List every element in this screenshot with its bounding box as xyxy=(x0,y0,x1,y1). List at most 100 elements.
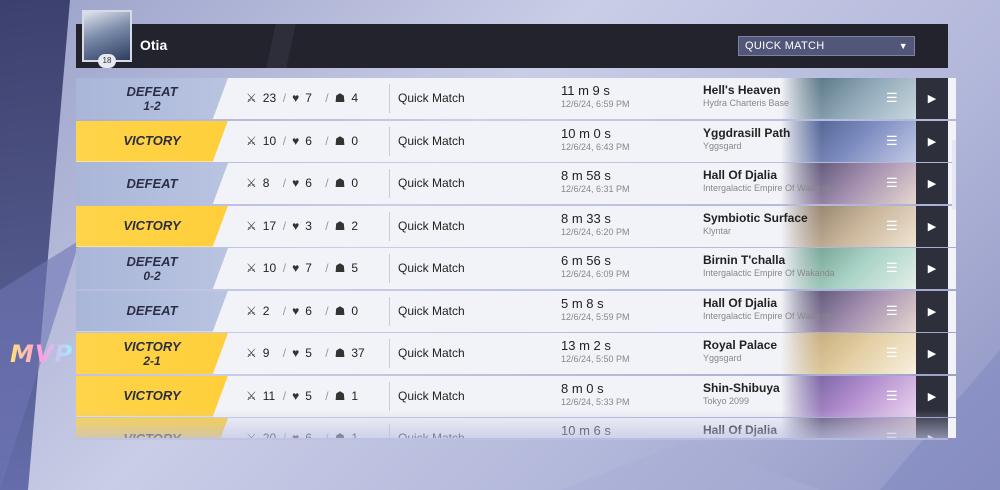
map-name: Shin-Shibuya xyxy=(703,380,780,395)
match-timestamp: 12/6/24, 5:50 PM xyxy=(561,354,630,364)
kda-stats: ⚔ 9 / ♥ 5 / ☗ 37 xyxy=(246,346,365,360)
map-thumbnail xyxy=(781,163,916,204)
list-icon[interactable]: ☰ xyxy=(886,175,898,190)
kills-value: 11 xyxy=(262,388,276,403)
divider xyxy=(389,169,390,198)
match-timestamp: 12/6/24, 6:43 PM xyxy=(561,141,630,152)
map-thumbnail xyxy=(781,248,916,289)
avatar[interactable]: 18 xyxy=(82,10,132,68)
match-duration: 8 m 33 s xyxy=(561,210,611,226)
kills-value: 8 xyxy=(262,176,270,190)
match-row[interactable]: DEFEAT 0-2 ⚔ 10 / ♥ 7 / ☗ 5 Quick Match … xyxy=(76,248,956,289)
duration-block: 13 m 2 s 12/6/24, 5:50 PM xyxy=(561,338,630,364)
divider xyxy=(389,211,390,241)
match-mode: Quick Match xyxy=(398,91,465,105)
helmet-icon: ☗ xyxy=(334,176,346,190)
broken-heart-icon: ♥ xyxy=(292,176,300,190)
deaths-value: 5 xyxy=(305,388,312,403)
map-region: Yggsgard xyxy=(703,353,742,363)
chevron-down-icon: ▼ xyxy=(898,41,908,51)
map-block: Royal Palace Yggsgard xyxy=(703,338,777,363)
separator: / xyxy=(325,346,329,360)
assists-value: 4 xyxy=(351,91,359,105)
map-region: Yggsgard xyxy=(703,140,742,151)
result-label: VICTORY xyxy=(123,133,181,148)
swords-icon: ⚔ xyxy=(246,91,257,105)
match-row[interactable]: VICTORY 2-1 ⚔ 9 / ♥ 5 / ☗ 37 Quick Match… xyxy=(76,333,956,374)
match-mode: Quick Match xyxy=(398,133,465,148)
list-icon[interactable]: ☰ xyxy=(886,260,898,275)
list-icon[interactable]: ☰ xyxy=(886,387,898,403)
match-mode: Quick Match xyxy=(398,261,465,275)
result-score: 1-2 xyxy=(143,98,161,113)
match-row[interactable]: VICTORY ⚔ 17 / ♥ 3 / ☗ 2 Quick Match 8 m… xyxy=(76,205,956,247)
separator: / xyxy=(282,303,287,318)
divider xyxy=(389,254,390,283)
result-label: DEFEAT xyxy=(126,175,178,191)
helmet-icon: ☗ xyxy=(334,303,346,318)
swords-icon: ⚔ xyxy=(246,261,257,275)
kills-value: 10 xyxy=(262,133,277,148)
match-mode: Quick Match xyxy=(398,218,465,233)
play-icon[interactable]: ▶ xyxy=(916,248,948,289)
divider xyxy=(389,339,390,368)
result-banner: VICTORY xyxy=(76,205,228,247)
play-icon[interactable]: ▶ xyxy=(916,205,948,247)
list-icon[interactable]: ☰ xyxy=(886,302,898,318)
play-icon[interactable]: ▶ xyxy=(916,333,948,374)
assists-value: 2 xyxy=(351,218,359,233)
scrollbar[interactable] xyxy=(952,140,956,210)
map-thumbnail xyxy=(781,205,916,247)
assists-value: 0 xyxy=(351,303,359,318)
kda-stats: ⚔ 2 / ♥ 6 / ☗ 0 xyxy=(246,304,365,318)
assists-value: 37 xyxy=(351,346,365,360)
divider xyxy=(389,296,390,326)
divider xyxy=(389,381,390,411)
list-icon[interactable]: ☰ xyxy=(886,90,898,105)
map-region: Klyntar xyxy=(703,225,732,236)
play-icon[interactable]: ▶ xyxy=(916,120,948,162)
play-icon[interactable]: ▶ xyxy=(916,375,948,417)
match-row[interactable]: VICTORY ⚔ 10 / ♥ 6 / ☗ 0 Quick Match 10 … xyxy=(76,120,956,162)
match-duration: 10 m 0 s xyxy=(561,125,611,141)
play-icon[interactable]: ▶ xyxy=(916,78,948,119)
separator: / xyxy=(282,261,287,275)
mode-filter-value: QUICK MATCH xyxy=(745,40,825,52)
swords-icon: ⚔ xyxy=(246,133,257,148)
map-region: Intergalactic Empire Of Wakanda xyxy=(703,310,835,321)
map-block: Hell's Heaven Hydra Charteris Base xyxy=(703,83,789,108)
play-icon[interactable]: ▶ xyxy=(916,163,948,204)
list-icon[interactable]: ☰ xyxy=(886,217,898,233)
helmet-icon: ☗ xyxy=(334,346,346,360)
mode-filter-dropdown[interactable]: QUICK MATCH ▼ xyxy=(738,36,915,56)
match-timestamp: 12/6/24, 5:33 PM xyxy=(561,396,630,407)
duration-block: 11 m 9 s 12/6/24, 6:59 PM xyxy=(561,83,630,109)
kills-value: 23 xyxy=(262,91,277,105)
match-row[interactable]: DEFEAT ⚔ 8 / ♥ 6 / ☗ 0 Quick Match 8 m 5… xyxy=(76,163,956,204)
result-banner: DEFEAT xyxy=(76,163,228,204)
broken-heart-icon: ♥ xyxy=(292,388,300,403)
divider xyxy=(389,84,390,113)
match-row[interactable]: DEFEAT ⚔ 2 / ♥ 6 / ☗ 0 Quick Match 5 m 8… xyxy=(76,290,956,332)
match-duration: 6 m 56 s xyxy=(561,253,611,268)
broken-heart-icon: ♥ xyxy=(292,261,300,275)
map-thumbnail xyxy=(781,290,916,332)
match-duration: 8 m 58 s xyxy=(561,168,611,183)
kills-value: 10 xyxy=(262,261,277,275)
map-name: Hall Of Djalia xyxy=(703,295,778,310)
result-banner: VICTORY 2-1 xyxy=(76,333,228,374)
list-icon[interactable]: ☰ xyxy=(886,345,898,360)
swords-icon: ⚔ xyxy=(246,346,257,360)
separator: / xyxy=(282,176,287,190)
result-banner: VICTORY xyxy=(76,375,228,417)
result-banner: DEFEAT 0-2 xyxy=(76,248,228,289)
list-icon[interactable]: ☰ xyxy=(886,132,898,148)
play-icon[interactable]: ▶ xyxy=(916,290,948,332)
match-row[interactable]: DEFEAT 1-2 ⚔ 23 / ♥ 7 / ☗ 4 Quick Match … xyxy=(76,78,956,119)
separator: / xyxy=(325,91,329,105)
match-row[interactable]: VICTORY ⚔ 11 / ♥ 5 / ☗ 1 Quick Match 8 m… xyxy=(76,375,956,417)
divider xyxy=(389,126,390,156)
map-region: Intergalactic Empire Of Wakanda xyxy=(703,268,835,278)
match-timestamp: 12/6/24, 5:59 PM xyxy=(561,311,630,322)
kda-stats: ⚔ 17 / ♥ 3 / ☗ 2 xyxy=(246,219,365,233)
